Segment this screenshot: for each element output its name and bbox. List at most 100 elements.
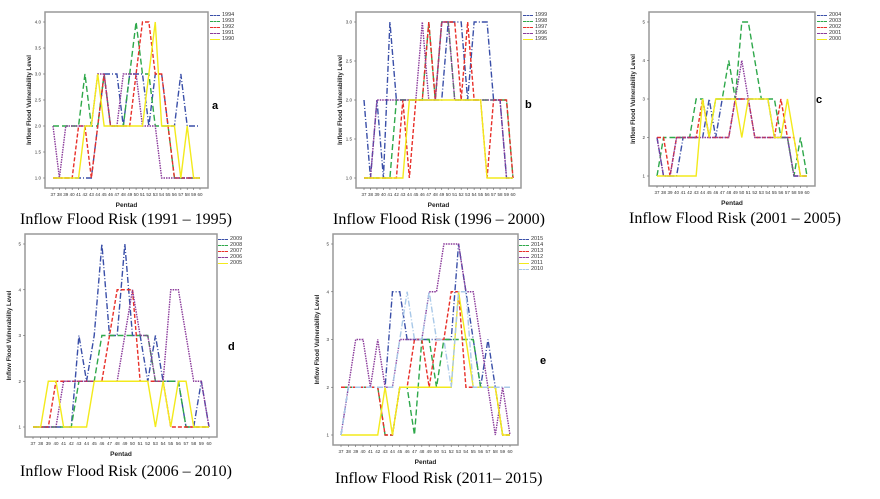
x-tick-label: 58	[791, 190, 797, 195]
legend-swatch	[817, 14, 827, 16]
x-tick-label: 56	[478, 449, 484, 454]
series-line-2006	[33, 289, 210, 428]
x-tick-label: 40	[381, 192, 387, 197]
x-tick-label: 43	[89, 192, 95, 197]
series-line-1991	[52, 73, 200, 179]
legend-swatch	[218, 244, 228, 246]
legend-swatch	[817, 32, 827, 34]
x-tick-label: 57	[491, 192, 497, 197]
legend-swatch	[210, 32, 220, 34]
legend-swatch	[523, 32, 533, 34]
series-line-1996	[364, 21, 513, 179]
x-tick-label: 45	[397, 449, 403, 454]
x-tick-label: 38	[661, 190, 667, 195]
x-tick-label: 40	[674, 190, 680, 195]
y-axis-label: Inflow Flood Vulnerability Level	[338, 55, 344, 145]
legend-item: 1999	[523, 12, 547, 18]
x-tick-label: 50	[130, 441, 136, 446]
x-tick-label: 39	[353, 449, 359, 454]
x-tick-label: 50	[134, 192, 140, 197]
x-tick-label: 48	[433, 192, 439, 197]
series-line-2000	[657, 98, 807, 177]
x-tick-label: 46	[420, 192, 426, 197]
x-tick-label: 55	[166, 192, 172, 197]
x-tick-label: 53	[759, 190, 765, 195]
x-tick-label: 51	[452, 192, 458, 197]
x-tick-label: 38	[368, 192, 374, 197]
legend-label: 1998	[535, 18, 548, 24]
legend-label: 2006	[230, 254, 243, 260]
x-tick-label: 60	[507, 449, 513, 454]
x-tick-label: 38	[38, 441, 44, 446]
x-tick-label: 40	[361, 449, 367, 454]
x-tick-label: 55	[478, 192, 484, 197]
legend-label: 1995	[535, 36, 548, 42]
y-tick-label: 4	[326, 289, 329, 294]
y-tick-label: 5	[642, 20, 645, 25]
x-tick-label: 54	[472, 192, 478, 197]
x-tick-label: 53	[153, 441, 159, 446]
y-tick-label: 4	[18, 287, 21, 292]
x-tick-label: 56	[778, 190, 784, 195]
legend-b: 1999 1998 1997 1996 1995	[523, 12, 547, 42]
series-line-2007	[33, 289, 209, 428]
x-tick-label: 43	[694, 190, 700, 195]
legend-item: 1996	[523, 30, 547, 36]
x-tick-label: 48	[419, 449, 425, 454]
legend-item: 1992	[210, 24, 234, 30]
legend-item: 2013	[519, 248, 543, 254]
x-tick-label: 58	[498, 192, 504, 197]
x-tick-label: 60	[804, 190, 810, 195]
x-tick-label: 51	[138, 441, 144, 446]
y-tick-label: 3.0	[346, 20, 353, 25]
x-tick-label: 59	[191, 192, 197, 197]
x-tick-label: 59	[504, 192, 510, 197]
legend-item: 2000	[817, 36, 841, 42]
legend-swatch	[519, 244, 529, 246]
legend-e: 2015 2014 2013 2012 2011 2010	[519, 236, 543, 272]
x-tick-label: 43	[400, 192, 406, 197]
x-tick-label: 53	[465, 192, 471, 197]
panel-label-d: d	[228, 341, 235, 353]
legend-swatch	[519, 256, 529, 258]
legend-item: 1991	[210, 30, 234, 36]
x-tick-label: 53	[456, 449, 462, 454]
series-line-2011	[341, 291, 510, 436]
x-tick-label: 37	[361, 192, 367, 197]
x-tick-label: 37	[30, 441, 36, 446]
x-tick-label: 52	[146, 192, 152, 197]
x-tick-label: 55	[772, 190, 778, 195]
legend-item: 1997	[523, 24, 547, 30]
x-tick-label: 47	[720, 190, 726, 195]
x-tick-label: 47	[107, 441, 113, 446]
legend-label: 2000	[829, 36, 842, 42]
legend-item: 2004	[817, 12, 841, 18]
x-tick-label: 41	[76, 192, 82, 197]
y-tick-label: 5	[18, 242, 21, 247]
x-tick-label: 50	[739, 190, 745, 195]
legend-label: 2010	[531, 266, 544, 272]
legend-label: 2001	[829, 30, 842, 36]
legend-swatch	[210, 26, 220, 28]
legend-label: 2009	[230, 236, 243, 242]
legend-label: 2003	[829, 18, 842, 24]
legend-swatch	[519, 262, 529, 264]
chart-panel-b: 1.0 1.5 2.0 2.5 3.0 37 38 39 40 41 42 43 44 45 46 47 48 4…	[331, 8, 522, 214]
x-tick-label: 42	[687, 190, 693, 195]
x-tick-label: 56	[172, 192, 178, 197]
series-line-2001	[656, 60, 807, 177]
legend-swatch	[218, 238, 228, 240]
y-tick-label: 3	[642, 97, 645, 102]
y-tick-label: 1.5	[346, 137, 353, 142]
legend-item: 2003	[817, 18, 841, 24]
legend-swatch	[218, 256, 228, 258]
x-tick-label: 48	[121, 192, 127, 197]
chart-svg: 1.0 1.5 2.0 2.5 3.0 37 38 39 40 41 42 43 44 45 46 47 48 4…	[338, 11, 522, 209]
legend-label: 2012	[531, 254, 544, 260]
x-tick-label: 57	[785, 190, 791, 195]
legend-label: 2015	[531, 236, 544, 242]
legend-item: 1990	[210, 36, 234, 42]
y-tick-label: 3.5	[35, 46, 42, 51]
